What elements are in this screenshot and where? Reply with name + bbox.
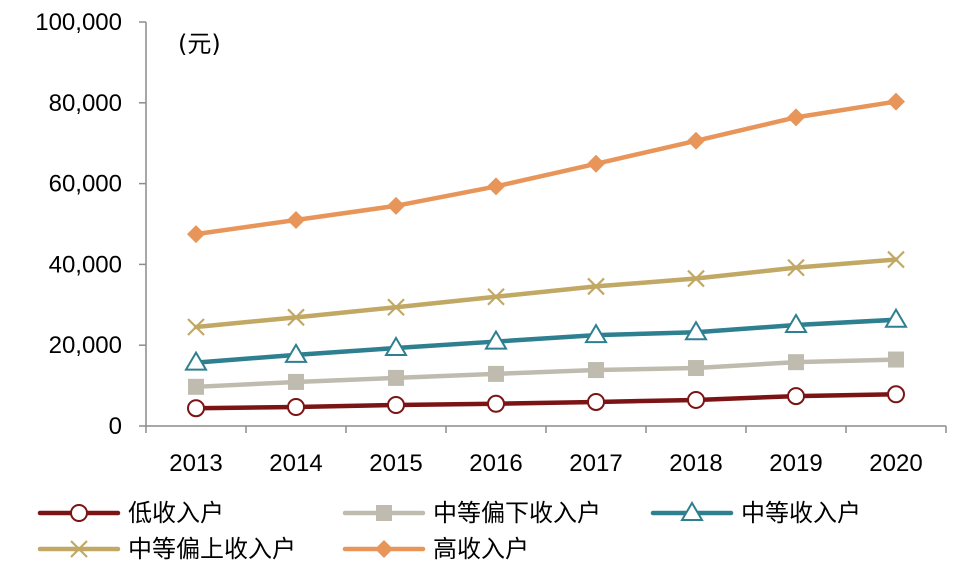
- data-point: [587, 392, 605, 411]
- x-tick-label: 2018: [669, 450, 722, 477]
- x-tick-label: 2014: [269, 450, 322, 477]
- data-point: [284, 342, 308, 363]
- data-point: [687, 390, 705, 409]
- legend-item: 中等偏上收入户: [37, 535, 296, 563]
- data-point: [687, 269, 705, 288]
- legend-label: 低收入户: [128, 499, 224, 527]
- legend-marker: [70, 504, 88, 522]
- series-line: [193, 357, 899, 390]
- data-point: [887, 250, 905, 269]
- data-point: [787, 258, 805, 277]
- legend-item: 低收入户: [37, 499, 224, 527]
- legend-item: 高收入户: [342, 535, 529, 563]
- data-point: [787, 387, 805, 406]
- data-point: [584, 323, 608, 344]
- data-point: [288, 373, 304, 390]
- data-point: [487, 394, 505, 413]
- data-point: [384, 336, 408, 357]
- data-point: [388, 369, 404, 386]
- series-line: [193, 257, 899, 330]
- legend-label: 中等偏下收入户: [433, 499, 601, 527]
- data-point: [784, 313, 808, 333]
- data-point: [387, 298, 405, 317]
- x-tick-label: 2017: [569, 450, 622, 477]
- data-point: [687, 131, 705, 150]
- series-layer: [184, 92, 908, 418]
- data-point: [488, 365, 504, 382]
- legend-item: 中等偏下收入户: [342, 499, 601, 527]
- data-point: [484, 329, 508, 350]
- series-line: [193, 99, 899, 237]
- data-point: [287, 398, 305, 417]
- unit-label: (元): [178, 30, 221, 58]
- series-2: [188, 351, 904, 395]
- series-5: [187, 92, 905, 244]
- data-point: [887, 385, 905, 404]
- data-point: [884, 307, 908, 328]
- legend-marker: [375, 540, 393, 558]
- y-tick-label: 60,000: [49, 171, 122, 198]
- x-tick-label: 2019: [769, 450, 822, 477]
- data-point: [188, 378, 204, 395]
- data-point: [788, 354, 804, 371]
- data-point: [888, 351, 904, 368]
- legend-marker: [680, 501, 704, 521]
- data-point: [184, 350, 208, 371]
- data-point: [487, 177, 505, 196]
- data-point: [287, 308, 305, 327]
- data-point: [587, 154, 605, 173]
- x-tick-label: 2015: [369, 450, 422, 477]
- data-point: [684, 320, 708, 341]
- legend-marker: [70, 540, 88, 558]
- data-point: [487, 287, 505, 306]
- data-point: [787, 108, 805, 127]
- data-point: [587, 277, 605, 296]
- data-point: [287, 210, 305, 229]
- x-tick-label: 2016: [469, 450, 522, 477]
- y-tick-label: 80,000: [49, 90, 122, 117]
- y-tick-labels: 0 20,000 40,000 60,000 80,000 100,000: [35, 9, 146, 440]
- series-3: [184, 307, 908, 371]
- data-point: [187, 399, 205, 418]
- legend-label: 中等偏上收入户: [128, 535, 296, 563]
- series-1: [187, 385, 905, 418]
- y-tick-label: 0: [109, 413, 122, 440]
- series-4: [187, 250, 905, 336]
- data-point: [187, 318, 205, 336]
- data-point: [187, 225, 205, 244]
- data-point: [688, 360, 704, 377]
- x-tick-label: 2013: [169, 450, 222, 477]
- data-point: [588, 362, 604, 379]
- y-tick-label: 100,000: [35, 9, 122, 36]
- legend-marker: [376, 505, 392, 521]
- data-point: [387, 395, 405, 414]
- x-tick-labels: 2013 2014 2015 2016 2017 2018 2019 2020: [145, 426, 947, 477]
- series-line: [193, 392, 899, 411]
- data-point: [387, 196, 405, 215]
- legend-label: 中等收入户: [741, 499, 861, 527]
- data-point: [887, 92, 905, 111]
- y-tick-label: 40,000: [49, 251, 122, 278]
- legend-item: 中等收入户: [650, 499, 861, 527]
- y-tick-label: 20,000: [49, 332, 122, 359]
- series-line: [193, 317, 899, 365]
- legend-label: 高收入户: [433, 535, 529, 563]
- x-tick-label: 2020: [869, 450, 922, 477]
